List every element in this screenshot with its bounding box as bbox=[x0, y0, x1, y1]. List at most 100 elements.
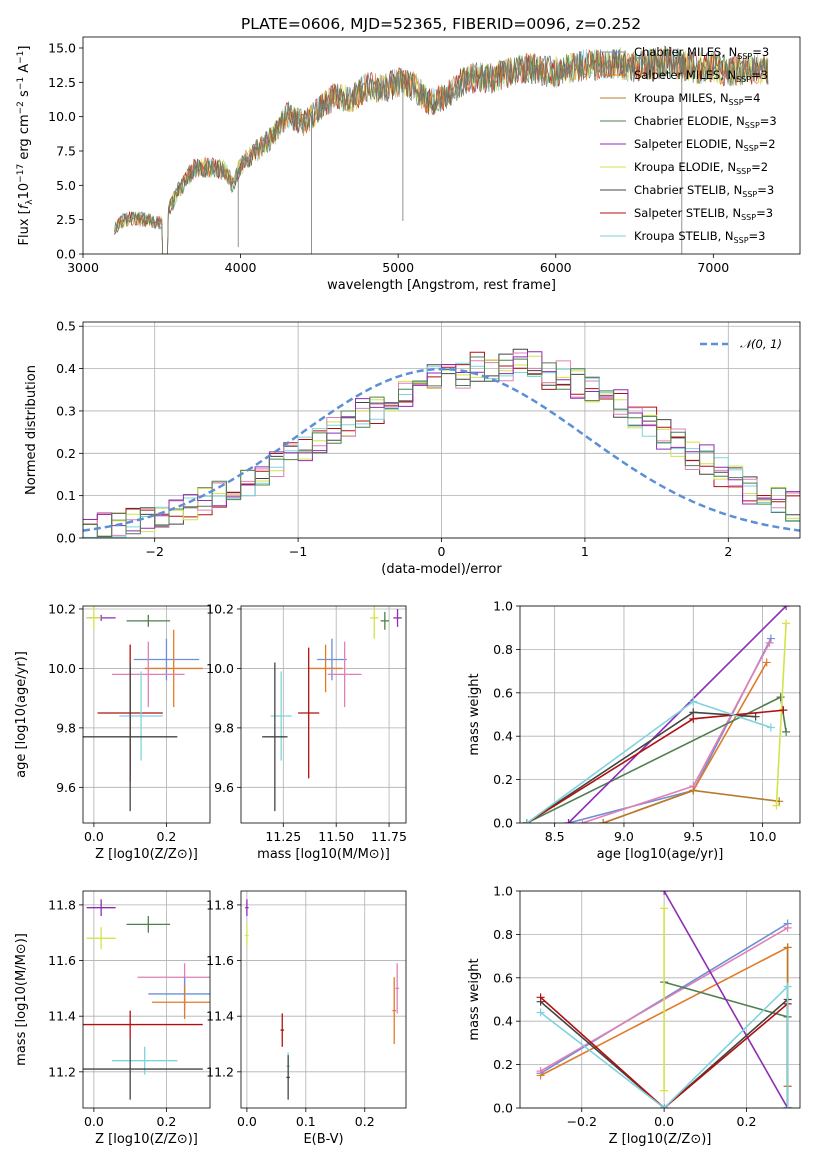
y-tick-label: 1.0 bbox=[493, 599, 513, 614]
y-tick-label: 7.5 bbox=[56, 143, 76, 158]
y-axis-label: mass weight bbox=[467, 673, 482, 755]
y-tick-label: 0.0 bbox=[493, 1101, 513, 1116]
y-tick-label: 0.2 bbox=[56, 446, 76, 461]
legend-text: Salpeter STELIB, N bbox=[634, 206, 741, 220]
plot-area bbox=[262, 606, 402, 812]
legend-label: Salpeter ELODIE, NSSP=2 bbox=[634, 137, 776, 153]
y-tick-label: 5.0 bbox=[56, 178, 76, 193]
mass-weight-line bbox=[775, 623, 787, 806]
y-tick-label: 11.8 bbox=[48, 897, 76, 912]
legend-subscript: SSP bbox=[745, 121, 760, 130]
mass-weight-marker bbox=[660, 891, 669, 895]
y-tick-label: 0.0 bbox=[56, 247, 76, 262]
grid-lines bbox=[83, 891, 210, 1108]
legend-subscript: SSP bbox=[737, 52, 752, 61]
axes-frame bbox=[519, 890, 801, 1109]
legend-text: =3 bbox=[757, 183, 774, 197]
y-axis-label: age [log10(age/yr)] bbox=[14, 651, 29, 778]
legend-text: =3 bbox=[749, 229, 766, 243]
mass-weight-marker bbox=[766, 634, 775, 643]
panel-mass-vs-Z: 0.0 0.2 11.2 11.4 11.6 11.8 Z [log10(Z/Z⊙)] mas… bbox=[14, 890, 211, 1147]
x-axis-label: age [log10(age/yr)] bbox=[597, 847, 724, 862]
legend-text: Chabrier STELIB, N bbox=[634, 183, 742, 197]
legend-label: Salpeter STELIB, NSSP=3 bbox=[634, 206, 773, 222]
axes-frame bbox=[240, 890, 407, 1109]
y-tick-label: 0.6 bbox=[493, 685, 513, 700]
x-tick-label: 0.2 bbox=[355, 1114, 375, 1129]
plot-area bbox=[83, 606, 203, 812]
x-axis-label: E(B-V) bbox=[303, 1132, 343, 1147]
panel-age-vs-mass: 11.25 11.50 11.75 9.6 9.8 10.0 10.2 mass [log10… bbox=[206, 601, 407, 862]
y-label-part: λ bbox=[25, 199, 35, 205]
x-tick-label: 0 bbox=[438, 544, 446, 559]
x-tick-label: 0.0 bbox=[84, 1114, 104, 1129]
mass-weight-marker bbox=[783, 982, 792, 991]
mass-weight-marker bbox=[564, 819, 573, 823]
x-axis-label: (data-model)/error bbox=[381, 562, 502, 577]
mass-weight-marker bbox=[783, 1104, 792, 1108]
mass-weight-marker bbox=[783, 943, 792, 952]
legend-subscript: SSP bbox=[736, 167, 751, 176]
plot-area bbox=[114, 45, 769, 254]
figure-panels: 3000 4000 5000 6000 70000.02.55.07.510.012.5… bbox=[14, 36, 801, 1147]
mass-weight-line bbox=[663, 891, 789, 1108]
y-tick-label: 9.6 bbox=[56, 780, 76, 795]
legend-text: Kroupa MILES, N bbox=[634, 91, 729, 105]
mass-weight-marker bbox=[522, 819, 531, 823]
y-tick-label: 10.0 bbox=[48, 109, 76, 124]
axes-frame bbox=[82, 321, 801, 539]
x-tick-label: 0.0 bbox=[237, 1114, 257, 1129]
y-tick-label: 0.2 bbox=[493, 1057, 513, 1072]
panel-weight-vs-age: 8.5 9.0 9.5 10.0 0.0 0.2 0.4 0.6 0.8 1.0 age [log1… bbox=[467, 599, 801, 862]
y-tick-label: 0.3 bbox=[56, 403, 76, 418]
y-tick-label: 9.8 bbox=[214, 720, 234, 735]
y-tick-label: 11.2 bbox=[206, 1064, 234, 1079]
y-axis-label: mass [log10(M/M⊙)] bbox=[14, 933, 29, 1066]
legend-text: Salpeter ELODIE, N bbox=[634, 137, 744, 151]
x-tick-label: 4000 bbox=[225, 260, 257, 275]
y-tick-label: 0.5 bbox=[56, 319, 76, 334]
mass-weight-line bbox=[540, 984, 789, 1108]
y-tick-label: 11.4 bbox=[206, 1009, 234, 1024]
panel-chart-0: 3000 4000 5000 6000 7000 0.0 2.5 5.0 7.5 10.0 12.5… bbox=[16, 36, 801, 293]
y-tick-label: 0.8 bbox=[493, 642, 513, 657]
legend-label: Kroupa STELIB, NSSP=3 bbox=[634, 229, 765, 245]
legend-text: Kroupa STELIB, N bbox=[634, 229, 734, 243]
x-axis-label: mass [log10(M/M⊙)] bbox=[257, 847, 390, 862]
legend-text: =3 bbox=[751, 68, 768, 82]
y-label-part: s bbox=[17, 90, 32, 101]
y-tick-label: 10.0 bbox=[48, 661, 76, 676]
plot-area bbox=[83, 348, 800, 538]
y-tick-label: 0.8 bbox=[493, 927, 513, 942]
legend-label: Salpeter MILES, NSSP=3 bbox=[634, 68, 768, 84]
mass-weight-marker bbox=[765, 638, 774, 647]
x-tick-label: 11.75 bbox=[371, 829, 407, 844]
mass-weight-line bbox=[602, 662, 768, 823]
y-label-part: 10 bbox=[17, 183, 32, 200]
y-tick-label: 0.2 bbox=[493, 772, 513, 787]
grid-lines bbox=[520, 890, 800, 1109]
histogram-step bbox=[83, 356, 800, 538]
legend-label: Chabrier ELODIE, NSSP=3 bbox=[634, 114, 777, 130]
y-tick-label: 9.8 bbox=[56, 720, 76, 735]
y-tick-label: 0.4 bbox=[493, 1014, 513, 1029]
y-tick-label: 0.4 bbox=[493, 729, 513, 744]
x-tick-label: 0.0 bbox=[84, 829, 104, 844]
x-axis-label: Z [log10(Z/Z⊙)] bbox=[95, 1132, 198, 1147]
x-tick-label: −0.2 bbox=[567, 1114, 597, 1129]
x-tick-label: 11.25 bbox=[265, 829, 301, 844]
panel-chart-1: −2 −1 0 1 2 0.0 0.1 0.2 0.3 0.4 0.5 (data-model)/er… bbox=[24, 319, 801, 577]
x-tick-label: 0.0 bbox=[654, 1114, 674, 1129]
y-tick-label: 12.5 bbox=[48, 75, 76, 90]
y-tick-label: 10.2 bbox=[48, 601, 76, 616]
axes-frame bbox=[82, 890, 211, 1109]
legend-subscript: SSP bbox=[744, 144, 759, 153]
mass-weight-line bbox=[526, 709, 784, 823]
legend-text: =3 bbox=[752, 45, 769, 59]
grid-lines bbox=[241, 606, 406, 823]
x-tick-label: 9.5 bbox=[683, 829, 703, 844]
y-label-part: Flux [ bbox=[17, 209, 32, 245]
legend-text: Chabrier ELODIE, N bbox=[634, 114, 745, 128]
grid-lines bbox=[83, 606, 210, 823]
